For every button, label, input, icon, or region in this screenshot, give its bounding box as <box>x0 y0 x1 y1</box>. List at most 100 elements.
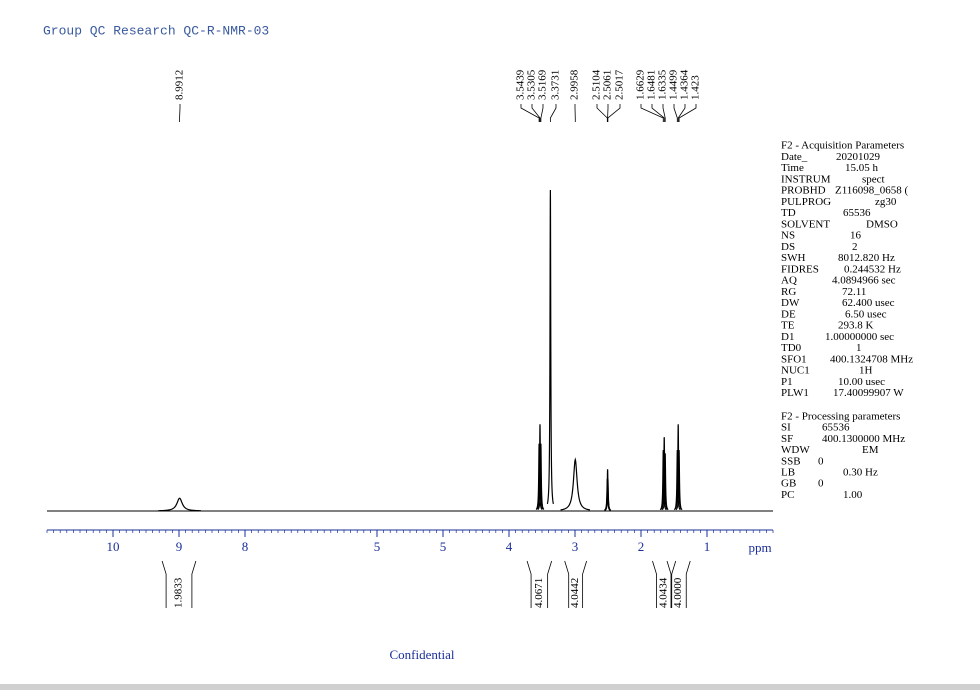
x-tick-label: 5 <box>440 539 447 554</box>
param-value: Z116098_0658 ( <box>835 185 909 197</box>
peak <box>661 453 669 511</box>
peak-label-leader <box>596 104 608 122</box>
peak <box>537 443 545 510</box>
param-key: TD0 <box>781 342 802 354</box>
integral-label: 4.0434 <box>658 577 670 608</box>
param-key: SSB <box>781 455 801 467</box>
peak-label-leader <box>549 104 557 122</box>
integral-bracket <box>582 560 588 608</box>
param-value: 293.8 K <box>838 320 874 332</box>
peak <box>659 449 667 511</box>
x-tick-label: 3 <box>572 539 579 554</box>
peak-label: 3.3731 <box>550 70 562 100</box>
peak-label-leader <box>607 104 621 122</box>
param-value: EM <box>862 444 879 456</box>
integral-bracket <box>161 560 167 608</box>
param-key: FIDRES <box>781 263 819 275</box>
param-value: 2 <box>852 241 858 253</box>
peak-label-leader <box>540 104 544 122</box>
param-value: 1H <box>859 365 873 377</box>
peak-label-leader <box>662 104 666 122</box>
param-value: 0.30 Hz <box>843 467 878 479</box>
param-value: 1.00000000 sec <box>825 331 894 343</box>
param-key: INSTRUM <box>781 173 831 185</box>
param-key: SFO1 <box>781 353 807 365</box>
x-tick-label: 4 <box>506 539 513 554</box>
integral-bracket <box>564 560 570 608</box>
param-key: Time <box>781 162 804 174</box>
param-value: DMSO <box>866 218 898 230</box>
param-value: 20201029 <box>836 151 881 163</box>
param-value: 15.05 h <box>845 162 879 174</box>
param-key: DE <box>781 308 796 320</box>
param-key: AQ <box>781 275 797 287</box>
param-value: 400.1300000 MHz <box>822 433 905 445</box>
param-key: PROBHD <box>781 185 826 197</box>
integral-bracket <box>526 560 532 608</box>
x-tick-label: 9 <box>176 539 183 554</box>
x-tick-label: 1 <box>704 539 711 554</box>
param-key: PULPROG <box>781 196 831 208</box>
param-key: DW <box>781 297 800 309</box>
peak-label: 1.423 <box>690 75 702 100</box>
peak <box>660 437 668 510</box>
peak-label-leader <box>651 104 665 122</box>
param-key: PLW1 <box>781 387 809 399</box>
param-value: zg30 <box>875 196 897 208</box>
peak-label-leader <box>678 104 697 122</box>
peak-label: 8.9912 <box>174 70 186 100</box>
x-tick-label: 10 <box>107 539 120 554</box>
peak-label: 1.6481 <box>646 70 658 100</box>
param-value: 1 <box>856 342 862 354</box>
integral-bracket <box>547 560 553 608</box>
footer: Confidential <box>390 647 455 662</box>
param-value: spect <box>862 173 885 185</box>
peak <box>604 478 612 511</box>
param-key: D1 <box>781 331 794 343</box>
integral-bracket <box>191 560 197 608</box>
x-tick-label: 8 <box>242 539 249 554</box>
param-key: LB <box>781 467 795 479</box>
param-key: P1 <box>781 376 793 388</box>
param-key: SF <box>781 433 793 445</box>
param-value: 6.50 usec <box>845 308 887 320</box>
integral-label: 4.0442 <box>569 578 581 608</box>
peak-label: 1.4499 <box>668 69 680 100</box>
param-value: 65536 <box>843 207 871 219</box>
param-value: 1.00 <box>843 489 863 501</box>
param-value: 62.400 usec <box>842 297 895 309</box>
param-key: Date_ <box>781 151 808 163</box>
peak-label: 3.5305 <box>526 69 538 100</box>
param-group-title: F2 - Acquisition Parameters <box>781 140 904 152</box>
x-axis-label: ppm <box>748 540 771 555</box>
integral-label: 1.9833 <box>173 577 185 608</box>
param-value: 16 <box>850 230 862 242</box>
peak-label: 2.5017 <box>614 69 626 100</box>
param-key: PC <box>781 489 794 501</box>
peak-label-leader <box>677 104 686 122</box>
integral-bracket <box>652 560 657 608</box>
param-value: 4.0894966 sec <box>832 275 896 287</box>
peak-label: 1.6335 <box>657 69 669 100</box>
param-key: WDW <box>781 444 810 456</box>
param-key: GB <box>781 478 796 490</box>
report-title: Group QC Research QC-R-NMR-03 <box>43 23 269 38</box>
bottom-bar <box>0 684 980 690</box>
peak-label: 3.5439 <box>515 69 527 100</box>
param-group-title: F2 - Processing parameters <box>781 411 900 423</box>
peak <box>546 189 554 505</box>
peak-label-leader <box>520 104 540 122</box>
x-tick-label: 2 <box>638 539 645 554</box>
param-value: 400.1324708 MHz <box>830 353 913 365</box>
param-value: 72.11 <box>842 286 866 298</box>
param-key: SWH <box>781 252 806 264</box>
param-value: 8012.820 Hz <box>838 252 895 264</box>
peak-label: 1.6629 <box>635 69 647 100</box>
peak-label-leader <box>531 104 541 122</box>
param-value: 65536 <box>822 422 850 434</box>
param-key: RG <box>781 286 796 298</box>
peak-label: 2.9958 <box>569 69 581 100</box>
peak-label-leader <box>673 104 678 122</box>
param-key: DS <box>781 241 795 253</box>
